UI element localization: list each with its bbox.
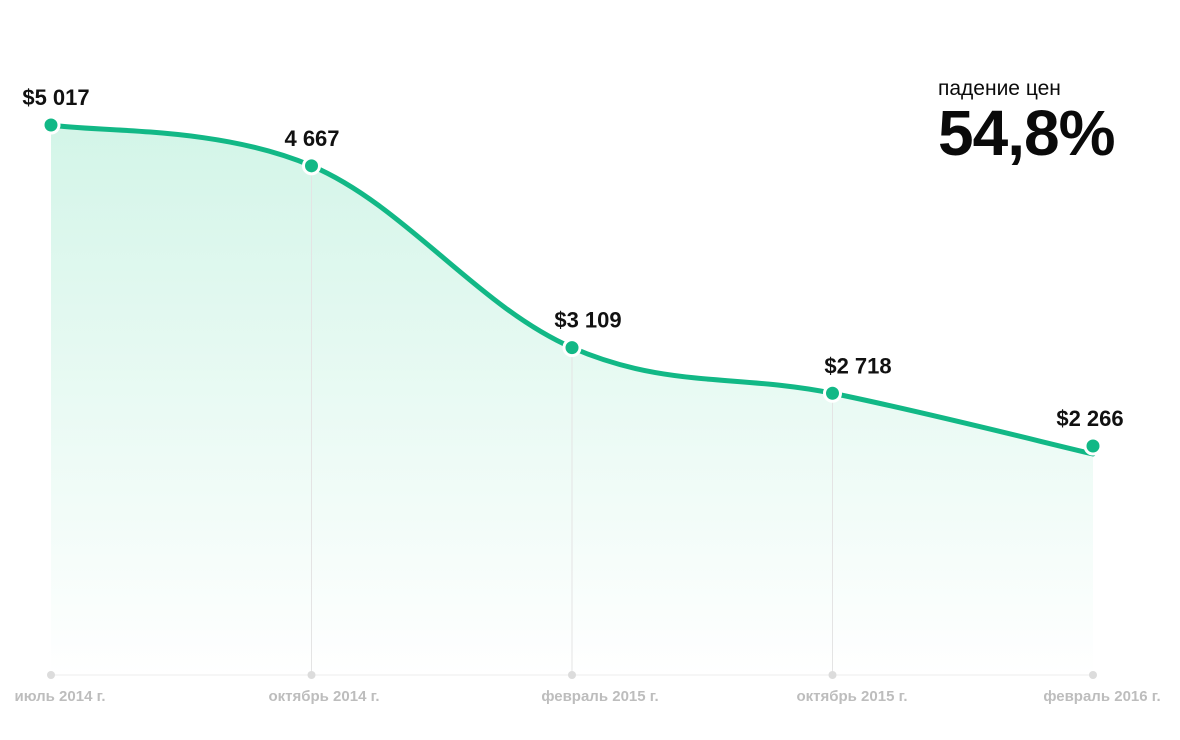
data-label: $3 109 — [554, 308, 621, 333]
data-point — [823, 383, 842, 403]
x-tick-dot — [307, 671, 316, 679]
x-tick-label: октябрь 2014 г. — [268, 688, 379, 705]
price-drop-caption: падение цен — [938, 77, 1061, 100]
data-point — [41, 115, 61, 135]
x-tick-dot — [568, 671, 576, 679]
x-tick-dot — [828, 671, 837, 679]
x-tick-label: февраль 2016 г. — [1043, 688, 1160, 705]
data-point — [302, 156, 321, 176]
price-drop-value: 54,8% — [938, 97, 1115, 169]
x-tick-dot — [47, 671, 55, 679]
data-label: $2 718 — [824, 353, 891, 378]
data-label: $2 266 — [1056, 406, 1123, 431]
data-label: 4 667 — [284, 126, 339, 151]
data-point — [1083, 436, 1103, 456]
data-point — [562, 338, 582, 358]
x-tick-label: февраль 2015 г. — [541, 688, 658, 705]
x-tick-label: октябрь 2015 г. — [796, 688, 907, 705]
data-label: $5 017 — [22, 85, 89, 110]
x-tick-dot — [1089, 671, 1097, 679]
price-drop-callout: падение цен 54,8% — [938, 77, 1115, 169]
x-tick-label: июль 2014 г. — [14, 688, 105, 705]
